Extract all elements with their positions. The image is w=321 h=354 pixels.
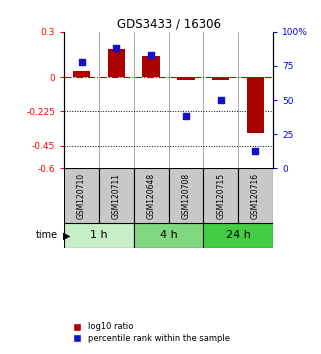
Bar (238, 169, 273, 223)
Text: GSM120715: GSM120715 (216, 173, 225, 219)
Bar (64, 223, 134, 248)
Bar (99, 169, 134, 223)
Bar (247, 78, 264, 133)
Title: GDS3433 / 16306: GDS3433 / 16306 (117, 18, 221, 31)
Point (149, 52, 154, 58)
Text: time: time (36, 230, 58, 240)
Point (218, 97, 223, 103)
Point (183, 114, 188, 119)
Text: GSM120711: GSM120711 (112, 173, 121, 219)
Bar (64, 169, 99, 223)
Text: GSM120710: GSM120710 (77, 173, 86, 219)
Text: ▶: ▶ (63, 230, 70, 240)
Bar (143, 56, 160, 78)
Text: 4 h: 4 h (160, 230, 178, 240)
Text: 24 h: 24 h (226, 230, 250, 240)
Bar (169, 169, 203, 223)
Bar (203, 223, 273, 248)
Legend: log10 ratio, percentile rank within the sample: log10 ratio, percentile rank within the … (65, 319, 233, 346)
Bar (177, 78, 195, 80)
Point (114, 45, 119, 51)
Text: GSM120648: GSM120648 (147, 173, 156, 219)
Bar (134, 223, 203, 248)
Point (79, 59, 84, 65)
Text: GSM120708: GSM120708 (181, 173, 190, 219)
Text: 1 h: 1 h (90, 230, 108, 240)
Bar (134, 169, 169, 223)
Bar (73, 71, 90, 78)
Bar (203, 169, 238, 223)
Point (253, 148, 258, 154)
Text: GSM120716: GSM120716 (251, 173, 260, 219)
Bar (212, 78, 230, 80)
Bar (108, 48, 125, 78)
